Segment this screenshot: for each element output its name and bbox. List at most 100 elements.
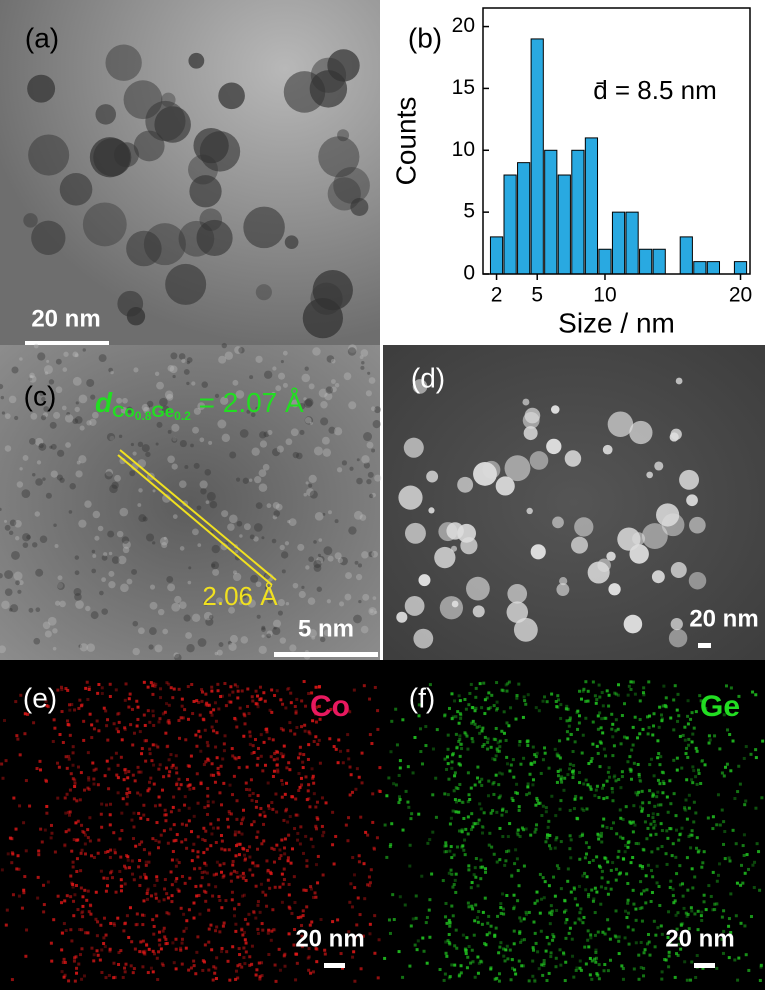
eds-pixel: [659, 803, 663, 807]
eds-pixel: [193, 867, 197, 871]
eds-pixel: [125, 795, 129, 799]
eds-pixel: [66, 688, 70, 692]
eds-pixel: [356, 896, 360, 900]
noise: [312, 347, 321, 356]
eds-pixel: [102, 706, 106, 710]
eds-pixel: [616, 693, 620, 697]
eds-pixel: [585, 875, 589, 879]
eds-pixel: [586, 929, 590, 933]
eds-pixel: [203, 805, 207, 809]
eds-pixel: [509, 763, 513, 767]
noise: [235, 549, 239, 554]
eds-pixel: [233, 914, 237, 918]
eds-pixel: [489, 811, 493, 815]
eds-pixel: [261, 890, 265, 894]
eds-pixel: [715, 966, 719, 970]
eds-pixel: [144, 863, 148, 867]
noise: [316, 556, 324, 565]
eds-pixel: [285, 807, 289, 811]
eds-pixel: [245, 787, 249, 791]
eds-pixel: [720, 937, 724, 941]
eds-pixel: [295, 726, 299, 730]
eds-pixel: [283, 952, 287, 956]
eds-pixel: [547, 971, 551, 975]
eds-pixel: [552, 935, 556, 939]
eds-pixel: [166, 896, 170, 900]
scale-group: 20 nm 20 nm 20 nm: [295, 605, 759, 968]
eds-pixel: [634, 791, 638, 795]
eds-pixel: [280, 872, 284, 876]
eds-pixel: [304, 775, 308, 779]
eds-pixel: [403, 903, 407, 907]
noise: [172, 374, 176, 379]
eds-pixel: [313, 891, 317, 895]
eds-pixel: [10, 851, 14, 855]
eds-pixel: [611, 722, 615, 726]
eds-pixel: [434, 815, 438, 819]
eds-pixel: [122, 929, 126, 933]
eds-pixel: [531, 783, 535, 787]
noise: [208, 614, 214, 620]
particle: [196, 219, 233, 257]
eds-pixel: [216, 682, 220, 686]
eds-pixel: [470, 706, 474, 710]
eds-pixel: [142, 680, 146, 684]
eds-pixel: [527, 979, 531, 983]
eds-pixel: [753, 860, 757, 864]
eds-pixel: [250, 695, 254, 699]
eds-pixel: [473, 783, 477, 787]
noise: [211, 561, 220, 570]
eds-pixel: [466, 901, 470, 905]
eds-pixel: [133, 779, 137, 783]
eds-pixel: [711, 870, 715, 874]
eds-pixel: [458, 734, 462, 738]
eds-pixel: [476, 776, 480, 780]
eds-pixel: [132, 731, 136, 735]
eds-pixel: [751, 690, 755, 694]
eds-pixel: [602, 817, 606, 821]
eds-pixel: [71, 885, 75, 889]
eds-pixel: [455, 946, 459, 950]
eds-pixel: [188, 787, 192, 791]
eds-pixel: [650, 850, 654, 854]
eds-pixel: [587, 860, 591, 864]
eds-pixel: [167, 703, 171, 707]
eds-pixel: [498, 745, 502, 749]
eds-pixel: [679, 923, 683, 927]
eds-pixel: [181, 716, 185, 720]
eds-pixel: [125, 914, 129, 918]
eds-pixel: [541, 876, 545, 880]
eds-pixel: [288, 907, 292, 911]
eds-pixel: [118, 869, 122, 873]
eds-pixel: [131, 743, 135, 747]
eds-pixel: [634, 941, 638, 945]
eds-pixel: [632, 804, 636, 808]
noise: [159, 537, 169, 546]
eds-pixel: [100, 970, 104, 974]
eds-pixel: [145, 943, 149, 947]
eds-pixel: [82, 831, 86, 835]
eds-pixel: [169, 686, 173, 690]
eds-pixel: [361, 934, 365, 938]
noise: [103, 552, 108, 557]
eds-pixel: [248, 963, 252, 967]
noise: [8, 395, 17, 404]
noise: [232, 379, 239, 386]
eds-pixel: [350, 905, 354, 909]
noise: [271, 391, 276, 396]
eds-pixel: [737, 956, 741, 960]
eds-pixel: [493, 934, 497, 938]
eds-pixel: [641, 727, 645, 731]
eds-pixel: [541, 973, 545, 977]
eds-pixel: [474, 857, 478, 861]
particle: [398, 485, 423, 510]
eds-pixel: [498, 739, 502, 743]
eds-pixel: [446, 762, 450, 766]
eds-pixel: [207, 940, 211, 944]
eds-pixel: [470, 904, 474, 908]
particle: [302, 297, 343, 339]
eds-pixel: [461, 933, 465, 937]
eds-pixel: [727, 917, 731, 921]
noise: [217, 419, 227, 429]
eds-pixel: [584, 699, 588, 703]
